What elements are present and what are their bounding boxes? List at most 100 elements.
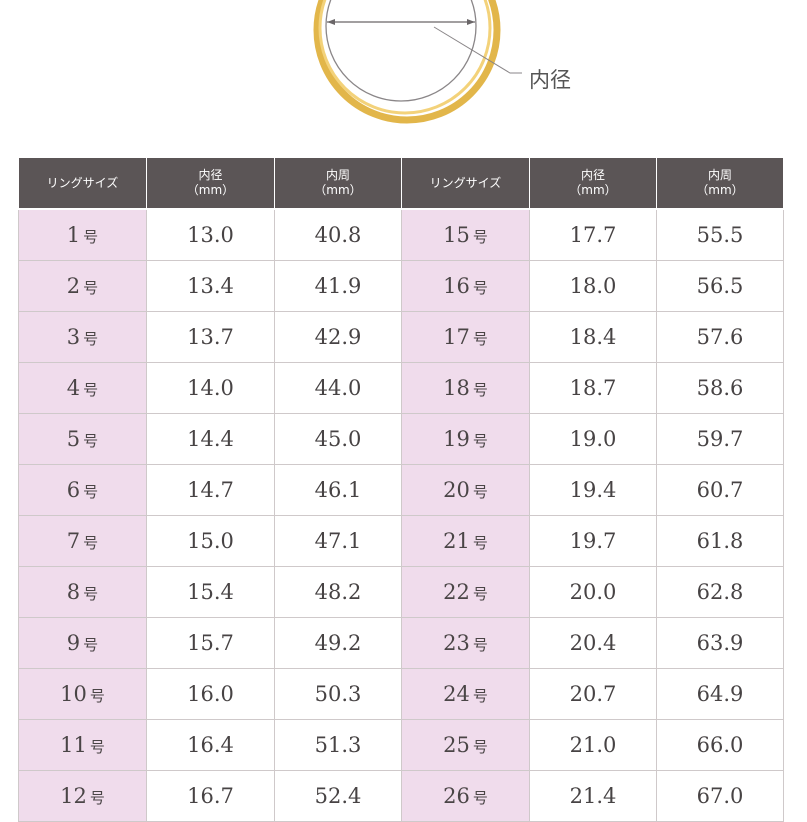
- ring-size-cell: 16 号: [401, 260, 530, 312]
- inner-circumference-cell: 67.0: [656, 770, 784, 822]
- inner-circumference-cell: 40.8: [274, 208, 402, 261]
- inner-diameter-cell: 14.0: [146, 362, 275, 414]
- ring-size-unit: 号: [472, 279, 488, 297]
- ring-size-number: 2: [66, 274, 81, 298]
- ring-size-unit: 号: [89, 687, 105, 705]
- inner-circumference-cell: 52.4: [274, 770, 402, 822]
- ring-size-unit: 号: [472, 330, 488, 348]
- table-row: 5 号 14.4 45.0 19 号 19.0 59.7: [18, 413, 784, 465]
- table-row: 4 号 14.0 44.0 18 号 18.7 58.6: [18, 362, 784, 414]
- ring-size-unit: 号: [83, 228, 99, 246]
- ring-size-number: 4: [66, 376, 81, 400]
- ring-size-unit: 号: [89, 789, 105, 807]
- ring-size-unit: 号: [83, 432, 99, 450]
- ring-size-unit: 号: [83, 636, 99, 654]
- ring-size-unit: 号: [472, 432, 488, 450]
- ring-size-unit: 号: [472, 738, 488, 756]
- ring-size-cell: 20 号: [401, 464, 530, 516]
- inner-diameter-cell: 21.4: [529, 770, 657, 822]
- ring-size-cell: 18 号: [401, 362, 530, 414]
- inner-diameter-cell: 17.7: [529, 208, 657, 261]
- inner-diameter-label: 内径: [529, 68, 571, 92]
- ring-size-unit: 号: [472, 636, 488, 654]
- inner-diameter-cell: 13.7: [146, 311, 275, 363]
- ring-size-number: 24: [443, 682, 470, 706]
- ring-size-unit: 号: [472, 585, 488, 603]
- inner-diameter-cell: 20.7: [529, 668, 657, 720]
- inner-circumference-cell: 62.8: [656, 566, 784, 618]
- ring-size-number: 15: [443, 223, 470, 247]
- inner-circumference-cell: 47.1: [274, 515, 402, 567]
- ring-size-number: 11: [60, 733, 87, 757]
- ring-size-cell: 19 号: [401, 413, 530, 465]
- table-row: 1 号 13.0 40.8 15 号 17.7 55.5: [18, 208, 784, 261]
- inner-circumference-cell: 57.6: [656, 311, 784, 363]
- inner-diameter-cell: 19.0: [529, 413, 657, 465]
- ring-size-unit: 号: [83, 330, 99, 348]
- table-row: 6 号 14.7 46.1 20 号 19.4 60.7: [18, 464, 784, 516]
- inner-circumference-cell: 63.9: [656, 617, 784, 669]
- inner-circumference-cell: 51.3: [274, 719, 402, 771]
- inner-circumference-cell: 48.2: [274, 566, 402, 618]
- inner-diameter-cell: 14.7: [146, 464, 275, 516]
- inner-circumference-cell: 59.7: [656, 413, 784, 465]
- ring-size-cell: 10 号: [18, 668, 147, 720]
- ring-size-cell: 11 号: [18, 719, 147, 771]
- ring-size-unit: 号: [89, 738, 105, 756]
- ring-size-cell: 21 号: [401, 515, 530, 567]
- inner-diameter-cell: 20.0: [529, 566, 657, 618]
- ring-size-cell: 15 号: [401, 208, 530, 261]
- table-row: 9 号 15.7 49.2 23 号 20.4 63.9: [18, 617, 784, 669]
- inner-circumference-cell: 55.5: [656, 208, 784, 261]
- ring-size-number: 5: [66, 427, 81, 451]
- inner-circumference-cell: 60.7: [656, 464, 784, 516]
- inner-diameter-cell: 15.7: [146, 617, 275, 669]
- ring-size-number: 3: [66, 325, 81, 349]
- inner-diameter-cell: 13.0: [146, 208, 275, 261]
- ring-size-number: 22: [443, 580, 470, 604]
- table-row: 8 号 15.4 48.2 22 号 20.0 62.8: [18, 566, 784, 618]
- ring-size-cell: 24 号: [401, 668, 530, 720]
- ring-size-cell: 25 号: [401, 719, 530, 771]
- inner-diameter-cell: 15.4: [146, 566, 275, 618]
- ring-size-number: 12: [60, 784, 87, 808]
- callout-leader-line: [433, 26, 522, 74]
- inner-diameter-cell: 16.4: [146, 719, 275, 771]
- inner-circumference-cell: 42.9: [274, 311, 402, 363]
- ring-size-number: 8: [66, 580, 81, 604]
- ring-size-number: 6: [66, 478, 81, 502]
- inner-diameter-cell: 20.4: [529, 617, 657, 669]
- ring-size-unit: 号: [472, 228, 488, 246]
- ring-size-unit: 号: [83, 483, 99, 501]
- ring-size-number: 23: [443, 631, 470, 655]
- header-inner-diameter: 内径 （mm）: [146, 157, 275, 210]
- ring-size-cell: 17 号: [401, 311, 530, 363]
- inner-circumference-cell: 66.0: [656, 719, 784, 771]
- ring-size-number: 7: [66, 529, 81, 553]
- inner-circumference-cell: 64.9: [656, 668, 784, 720]
- diameter-line: [327, 19, 475, 25]
- ring-size-unit: 号: [472, 534, 488, 552]
- inner-diameter-cell: 19.4: [529, 464, 657, 516]
- inner-circumference-cell: 50.3: [274, 668, 402, 720]
- header-ring-size: リングサイズ: [401, 157, 530, 210]
- ring-size-number: 16: [443, 274, 470, 298]
- inner-circumference-cell: 61.8: [656, 515, 784, 567]
- ring-size-number: 9: [66, 631, 81, 655]
- ring-size-unit: 号: [472, 687, 488, 705]
- inner-diameter-cell: 21.0: [529, 719, 657, 771]
- ring-size-unit: 号: [472, 483, 488, 501]
- inner-diameter-cell: 14.4: [146, 413, 275, 465]
- table-row: 2 号 13.4 41.9 16 号 18.0 56.5: [18, 260, 784, 312]
- ring-size-number: 1: [66, 223, 81, 247]
- inner-diameter-cell: 16.7: [146, 770, 275, 822]
- header-inner-diameter: 内径 （mm）: [529, 157, 657, 210]
- ring-size-unit: 号: [83, 534, 99, 552]
- inner-diameter-cell: 18.7: [529, 362, 657, 414]
